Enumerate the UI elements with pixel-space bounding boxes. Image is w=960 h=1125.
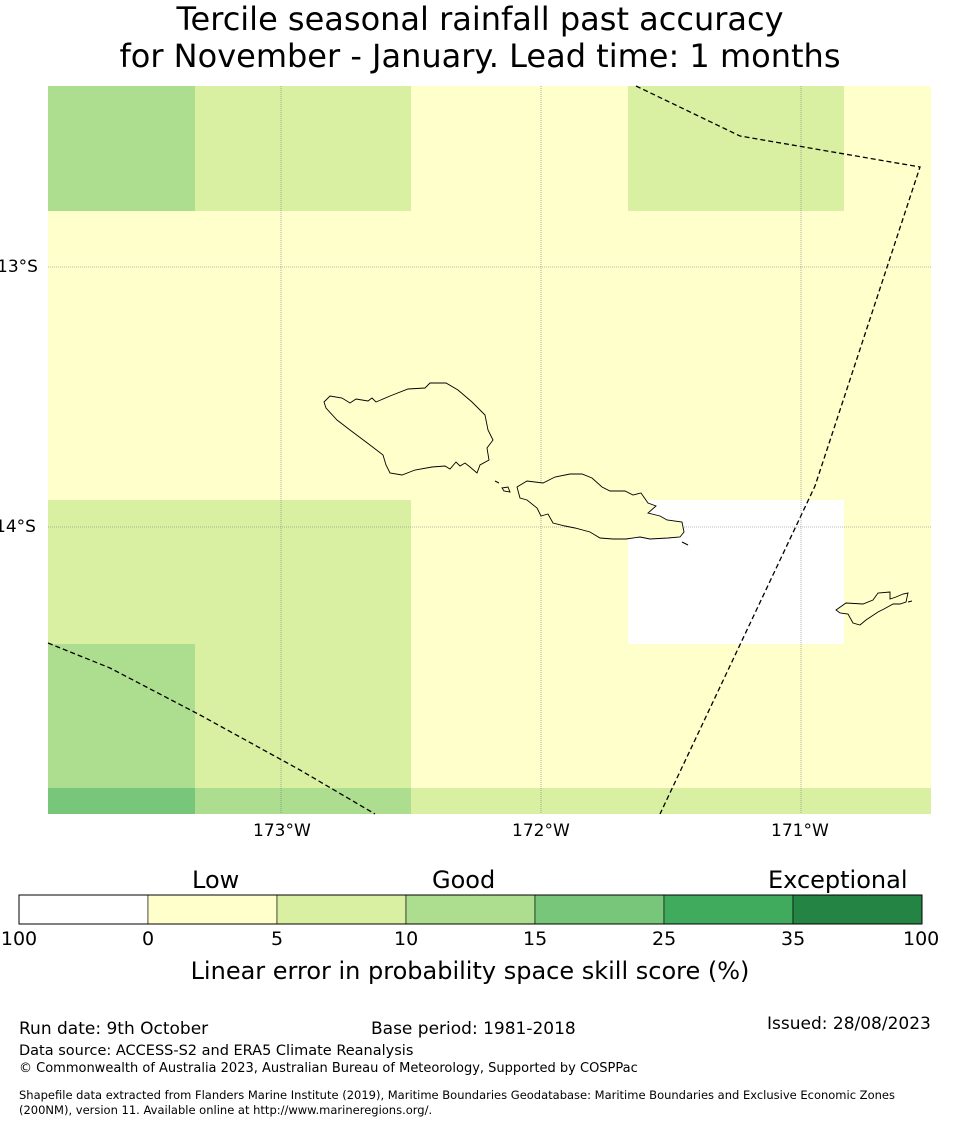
run-date: Run date: 9th October [19,1019,209,1039]
manono-islet [501,486,511,493]
skill-cell [48,500,411,644]
lon-label-172w: 172°W [512,821,570,841]
colorbar-bin [405,894,536,925]
skill-cell [195,644,411,788]
colorbar-tick: 5 [271,928,284,950]
colorbar-tick: -100 [0,928,38,950]
data-source: Data source: ACCESS-S2 and ERA5 Climate … [19,1043,414,1059]
skill-cell [195,86,411,211]
shapefile-credit-line1: Shapefile data extracted from Flanders M… [19,1088,895,1102]
colorbar-frame [18,894,923,925]
skill-cell [628,86,844,211]
colorbar-tick: 100 [903,928,940,950]
skill-cell [48,86,195,211]
category-exceptional: Exceptional [768,866,908,894]
samoa-islands [323,382,909,626]
tutuila-island [835,591,909,626]
skill-cell [411,788,931,814]
colorbar-bin [663,894,794,925]
chart-title-line1: Tercile seasonal rainfall past accuracy [176,0,784,38]
copyright: © Commonwealth of Australia 2023, Austra… [19,1061,638,1076]
gridlines [48,86,931,814]
lat-label-14s: 14°S [0,517,36,537]
upolu-island [516,473,685,540]
colorbar [18,894,923,925]
category-good: Good [432,866,496,894]
eez-boundary-lines [47,85,921,815]
colorbar-tick: 15 [523,928,548,950]
colorbar-tick: 10 [394,928,419,950]
colorbar-tick: 35 [781,928,806,950]
lon-label-173w: 173°W [253,821,311,841]
map-panel [47,85,931,815]
lat-label-13s: 13°S [0,257,38,277]
colorbar-tick: 0 [142,928,155,950]
lon-label-171w: 171°W [771,821,829,841]
skill-cell [48,788,195,814]
colorbar-bin [276,894,407,925]
colorbar-label: Linear error in probability space skill … [190,957,750,985]
colorbar-bin [18,894,149,925]
colorbar-bin [147,894,278,925]
category-low: Low [192,866,240,894]
savaii-island [323,382,494,476]
skill-cell [195,788,411,814]
colorbar-bin [792,894,923,925]
shapefile-credit-line2: (200NM), version 11. Available online at… [19,1103,433,1117]
colorbar-bin [534,894,665,925]
skill-cell [48,644,195,788]
issued-date: Issued: 28/08/2023 [767,1014,931,1034]
colorbar-tick: 25 [652,928,677,950]
chart-title-line2: for November - January. Lead time: 1 mon… [119,37,841,75]
base-period: Base period: 1981-2018 [371,1019,576,1039]
